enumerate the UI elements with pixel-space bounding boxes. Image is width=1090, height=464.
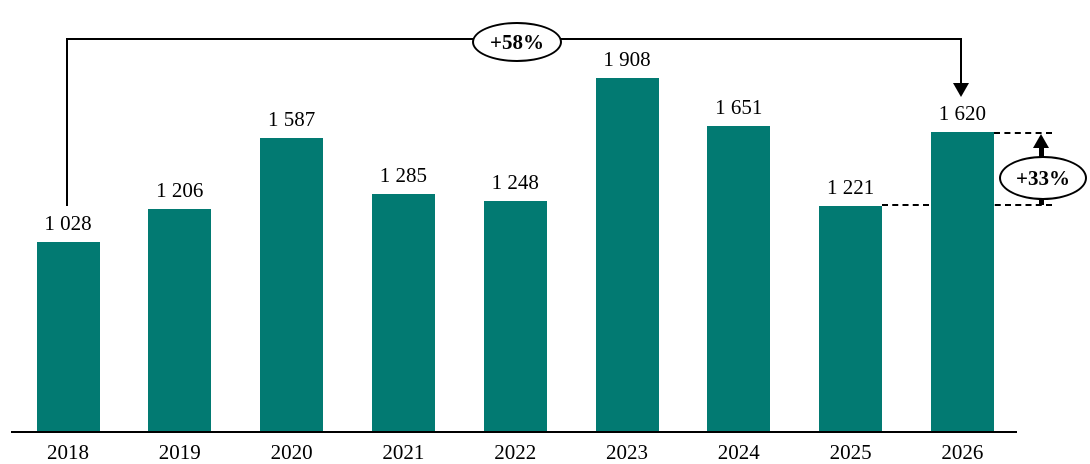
x-tick-2023: 2023 xyxy=(606,440,648,464)
bar-value-label-2025: 1 221 xyxy=(826,175,875,199)
bar-2026 xyxy=(930,132,994,432)
bar-2025 xyxy=(819,206,883,432)
bar-value-label-2020: 1 587 xyxy=(267,107,316,131)
bar-value-label-2021: 1 285 xyxy=(379,163,428,187)
x-tick-2022: 2022 xyxy=(494,440,537,464)
bar-value-label-2022: 1 248 xyxy=(491,170,539,194)
recent-growth-label: +33% xyxy=(1016,165,1070,190)
delta-arrowhead-up-icon xyxy=(1033,134,1049,148)
x-tick-2020: 2020 xyxy=(270,440,313,464)
bar-2021 xyxy=(371,194,435,432)
x-tick-2024: 2024 xyxy=(717,440,760,464)
bar-2018 xyxy=(36,242,100,432)
bracket-riser-line xyxy=(66,38,68,206)
delta-top-dashed-line xyxy=(994,132,1052,134)
bracket-drop-line xyxy=(960,38,962,84)
bar-2024 xyxy=(707,126,771,432)
x-tick-2021: 2021 xyxy=(382,440,425,464)
recent-growth-badge: +33% xyxy=(999,156,1087,200)
bar-value-label-2023: 1 908 xyxy=(603,47,651,71)
bar-2019 xyxy=(148,209,212,432)
x-tick-2025: 2025 xyxy=(829,440,872,464)
total-growth-badge: +58% xyxy=(472,22,562,62)
bar-2020 xyxy=(260,138,324,432)
bar-value-label-2024: 1 651 xyxy=(715,95,763,119)
x-tick-2019: 2019 xyxy=(158,440,201,464)
total-growth-label: +58% xyxy=(490,29,544,54)
bar-value-label-2018: 1 028 xyxy=(44,211,92,235)
x-tick-2018: 2018 xyxy=(47,440,89,464)
bracket-arrowhead-down-icon xyxy=(953,83,969,97)
bar-2022 xyxy=(483,201,547,432)
bar-value-label-2019: 1 206 xyxy=(156,178,204,202)
x-axis-line xyxy=(11,431,1017,433)
bar-value-label-2026: 1 620 xyxy=(938,101,987,125)
x-tick-2026: 2026 xyxy=(941,440,984,464)
bar-2023 xyxy=(595,78,659,432)
